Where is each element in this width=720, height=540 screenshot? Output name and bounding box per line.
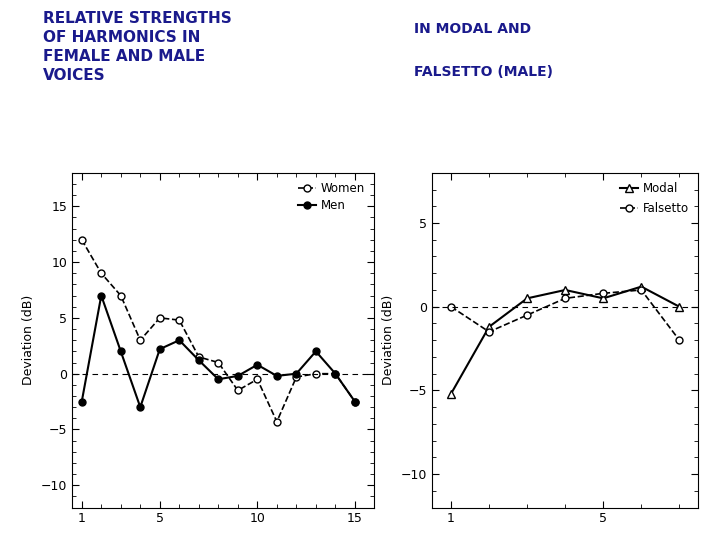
Women: [78, 237, 86, 243]
Women: [194, 354, 203, 360]
Women: [97, 270, 106, 276]
Men: [214, 376, 222, 382]
Women: [292, 374, 301, 380]
Falsetto: [675, 337, 684, 343]
Men: [136, 404, 145, 410]
Men: [273, 373, 282, 379]
Falsetto: [446, 303, 455, 310]
Women: [136, 337, 145, 343]
Modal: [599, 295, 608, 301]
Men: [78, 399, 86, 405]
Falsetto: [637, 287, 646, 293]
Legend: Modal, Falsetto: Modal, Falsetto: [617, 179, 693, 219]
Modal: [523, 295, 531, 301]
Falsetto: [561, 295, 570, 301]
Women: [273, 418, 282, 425]
Women: [331, 370, 340, 377]
Modal: [446, 390, 455, 397]
Falsetto: [523, 312, 531, 318]
Y-axis label: Deviation (dB): Deviation (dB): [22, 295, 35, 386]
Line: Modal: Modal: [447, 282, 683, 398]
Women: [175, 317, 184, 323]
Falsetto: [485, 328, 493, 335]
Line: Men: Men: [78, 292, 359, 410]
Men: [312, 348, 320, 355]
Men: [194, 357, 203, 363]
Women: [351, 399, 359, 405]
Text: IN MODAL AND: IN MODAL AND: [414, 22, 531, 36]
Line: Women: Women: [78, 237, 359, 425]
Y-axis label: Deviation (dB): Deviation (dB): [382, 295, 395, 386]
Falsetto: [599, 290, 608, 296]
Women: [214, 359, 222, 366]
Modal: [485, 323, 493, 330]
Men: [253, 361, 261, 368]
Legend: Women, Men: Women, Men: [294, 179, 369, 215]
Men: [351, 399, 359, 405]
Men: [97, 292, 106, 299]
Women: [253, 376, 261, 382]
Men: [175, 337, 184, 343]
Men: [292, 370, 301, 377]
Women: [156, 315, 164, 321]
Modal: [675, 303, 684, 310]
Men: [117, 348, 125, 355]
Women: [312, 370, 320, 377]
Men: [233, 373, 242, 379]
Women: [117, 292, 125, 299]
Men: [331, 370, 340, 377]
Text: FALSETTO (MALE): FALSETTO (MALE): [414, 65, 553, 79]
Men: [156, 346, 164, 353]
Text: RELATIVE STRENGTHS
OF HARMONICS IN
FEMALE AND MALE
VOICES: RELATIVE STRENGTHS OF HARMONICS IN FEMAL…: [43, 11, 232, 83]
Modal: [637, 284, 646, 290]
Line: Falsetto: Falsetto: [448, 287, 683, 343]
Modal: [561, 287, 570, 293]
Women: [233, 387, 242, 394]
